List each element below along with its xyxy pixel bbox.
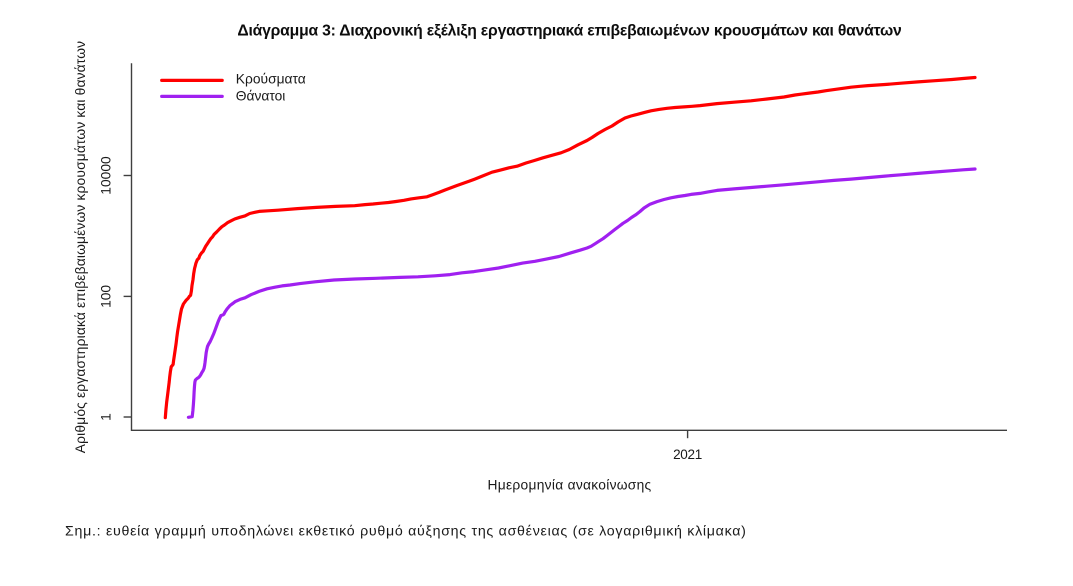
svg-text:100: 100 [99, 285, 114, 308]
svg-text:1: 1 [99, 413, 114, 421]
svg-text:10000: 10000 [99, 156, 114, 195]
svg-text:Σημ.: ευθεία γραμμή υποδηλώνει: Σημ.: ευθεία γραμμή υποδηλώνει εκθετικό … [65, 524, 747, 540]
svg-text:Θάνατοι: Θάνατοι [236, 88, 286, 103]
svg-text:Ημερομηνία ανακοίνωσης: Ημερομηνία ανακοίνωσης [488, 478, 652, 493]
svg-text:Διάγραμμα 3: Διαχρονική εξέλιξ: Διάγραμμα 3: Διαχρονική εξέλιξη εργαστηρ… [237, 23, 902, 40]
svg-text:2021: 2021 [673, 447, 702, 462]
svg-text:Κρούσματα: Κρούσματα [236, 72, 306, 87]
svg-text:Αριθμός εργαστηριακά επιβεβαιω: Αριθμός εργαστηριακά επιβεβαιωμένων κρου… [73, 41, 88, 453]
